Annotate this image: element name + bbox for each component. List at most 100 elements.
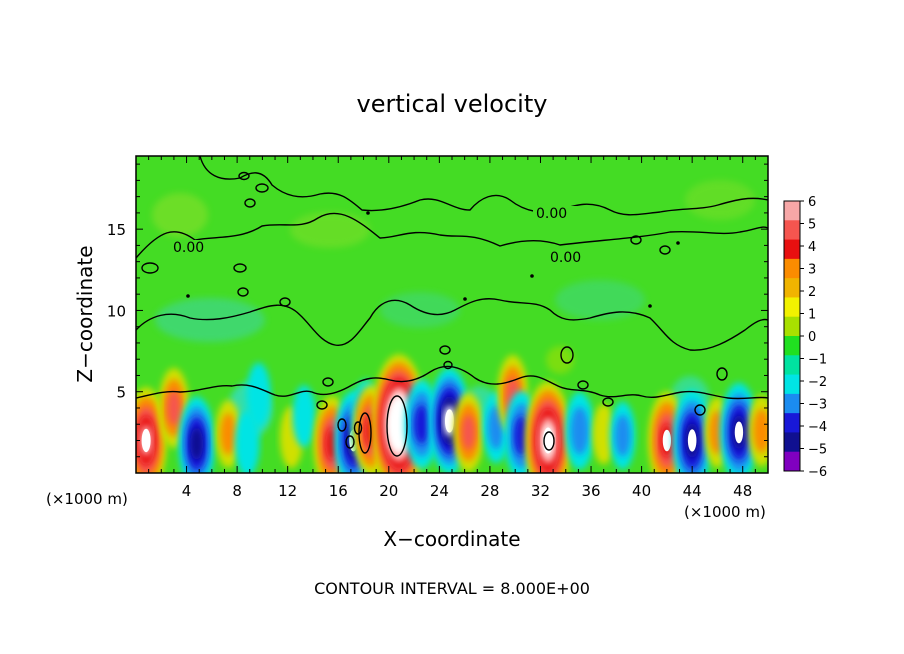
contour-closed — [577, 380, 589, 390]
velocity-cell — [564, 391, 595, 470]
velocity-cell — [246, 362, 271, 428]
contour-closed — [279, 297, 291, 307]
contour-closed — [353, 421, 363, 435]
velocity-cell — [525, 381, 571, 473]
plot-field — [136, 156, 768, 473]
colorbar-swatch — [784, 451, 800, 472]
x-axis-label: X−coordinate — [383, 527, 520, 551]
chart-title: vertical velocity — [357, 90, 548, 118]
contour-upper — [136, 212, 768, 259]
contour-closed — [141, 262, 159, 274]
contour-label: 0.00 — [536, 206, 567, 222]
colorbar-label: −2 — [808, 375, 827, 390]
colorbar-label: −4 — [808, 420, 827, 435]
colorbar-swatch — [784, 239, 800, 260]
contour-closed — [630, 235, 642, 245]
colorbar-label: 5 — [808, 218, 816, 233]
x-tick-label: 16 — [329, 482, 348, 500]
y-axis-tick-labels: 5 10 15 — [107, 221, 126, 402]
y-axis-ticks — [136, 163, 768, 458]
velocity-cell-layer — [592, 403, 616, 465]
colorbar-swatch — [784, 432, 800, 453]
contour-closed — [716, 367, 728, 381]
y-tick-label: 5 — [116, 384, 126, 402]
x-tick-label: 44 — [683, 482, 702, 500]
contour-closed — [602, 397, 614, 407]
velocity-cell — [178, 396, 215, 473]
velocity-cell — [453, 392, 484, 473]
velocity-cell-layer — [414, 404, 430, 445]
velocity-cells — [136, 354, 768, 473]
velocity-cell — [672, 389, 712, 473]
velocity-cell — [215, 399, 242, 468]
x-tick-label: 32 — [531, 482, 550, 500]
colorbar-label: 1 — [808, 308, 816, 323]
colorbar-label: 4 — [808, 240, 816, 255]
colorbar-label: 0 — [808, 330, 816, 345]
velocity-cell — [404, 379, 439, 470]
velocity-cell — [292, 385, 316, 448]
colorbar-swatch — [784, 413, 800, 433]
contour-top — [199, 156, 768, 216]
velocity-cell-core — [392, 408, 405, 440]
colorbar-label: 3 — [808, 263, 816, 278]
velocity-cell — [234, 410, 260, 473]
contour-closed — [237, 287, 249, 297]
contour-closed — [694, 404, 706, 416]
contour-closed — [659, 245, 671, 255]
colorbar-swatch — [784, 220, 800, 241]
contour-closed — [337, 418, 347, 432]
x-tick-label: 4 — [182, 482, 192, 500]
velocity-cell — [592, 403, 616, 465]
colorbar-swatch — [784, 336, 800, 356]
colorbar-swatch — [784, 316, 800, 337]
x-tick-label: 12 — [278, 482, 297, 500]
velocity-cell-layer — [753, 408, 768, 453]
contour-lines — [136, 156, 768, 457]
x-tick-label: 40 — [632, 482, 651, 500]
contour-closed — [233, 263, 247, 273]
velocity-cell-layer — [190, 427, 203, 461]
x-unit-label-right: (×1000 m) — [684, 503, 766, 521]
colorbar-swatch — [784, 201, 800, 221]
x-tick-label: 36 — [581, 482, 600, 500]
velocity-cell-core — [444, 409, 454, 433]
velocity-cell — [609, 401, 636, 470]
velocity-cell — [719, 382, 758, 473]
velocity-cell-layer — [167, 390, 181, 426]
velocity-cell-layer — [570, 406, 589, 455]
colorbar — [783, 200, 804, 472]
x-unit-label-left: (×1000 m) — [46, 490, 128, 508]
contour-closed — [238, 171, 250, 181]
velocity-cell-core — [662, 429, 672, 452]
velocity-cell-layer — [246, 362, 271, 428]
colorbar-label: −3 — [808, 398, 827, 413]
small-features — [186, 211, 680, 308]
colorbar-label: −5 — [808, 443, 827, 458]
contour-closed — [560, 346, 574, 364]
contour-interval-note: CONTOUR INTERVAL = 8.000E+00 — [314, 579, 590, 598]
colorbar-swatch — [784, 258, 800, 279]
x-tick-label: 48 — [733, 482, 752, 500]
contour-closed — [255, 183, 269, 193]
x-tick-label: 24 — [430, 482, 449, 500]
colorbar-label: 2 — [808, 285, 816, 300]
velocity-cell-layer — [461, 414, 476, 451]
velocity-cell-layer — [614, 414, 631, 457]
contour-closed — [443, 360, 453, 370]
colorbar-label: −6 — [808, 465, 827, 480]
colorbar-swatch — [784, 297, 800, 318]
contour-closed — [358, 412, 372, 454]
colorbar-swatch — [784, 355, 800, 376]
velocity-cell-layer — [292, 385, 316, 448]
colorbar-swatch — [784, 278, 800, 298]
velocity-cell — [748, 394, 768, 467]
contour-lower — [136, 365, 768, 400]
contour-closed — [322, 377, 334, 387]
colorbar-swatch — [784, 393, 800, 414]
contour-closed — [244, 198, 256, 208]
velocity-cell — [136, 387, 167, 473]
y-tick-label: 15 — [107, 221, 126, 239]
contour-closed — [316, 400, 328, 410]
